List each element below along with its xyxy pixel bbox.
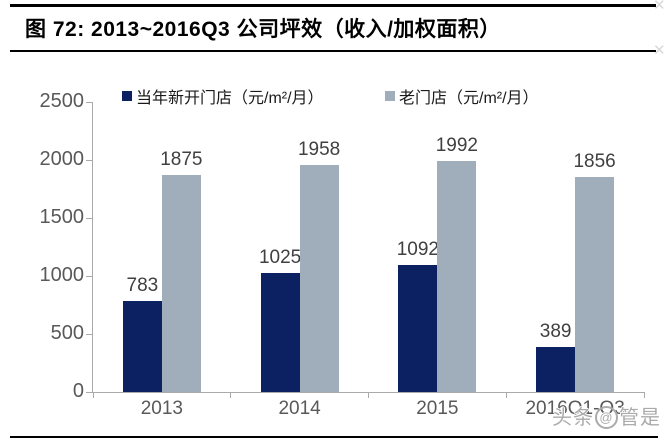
bottom-divider xyxy=(10,436,658,438)
bar-value-label: 783 xyxy=(126,275,159,297)
x-axis-tick xyxy=(643,392,645,398)
legend-item-new-stores: 当年新开门店（元/m²/月） xyxy=(122,84,324,108)
bar-old-store-2015 xyxy=(437,160,477,392)
x-axis-tick xyxy=(230,392,232,398)
figure-title: 图 72: 2013~2016Q3 公司坪效（收入/加权面积） xyxy=(25,18,501,41)
x-axis-tick xyxy=(505,392,507,398)
bar-old-store-2016Q1-Q3 xyxy=(575,176,615,392)
legend-label-old-stores: 老门店（元/m²/月） xyxy=(399,90,539,107)
legend-item-old-stores: 老门店（元/m²/月） xyxy=(385,84,539,108)
watermark-tile-mark: ✕ xyxy=(653,42,666,59)
y-axis-tick-label: 2500 xyxy=(39,90,85,112)
watermark-at-icon: @ xyxy=(595,406,618,429)
y-axis-tick xyxy=(86,217,93,219)
legend-swatch-new-stores xyxy=(122,91,132,101)
bar-value-label: 1875 xyxy=(160,148,203,170)
y-axis-tick xyxy=(86,333,93,335)
x-axis-tick xyxy=(92,392,94,398)
toutiao-watermark: 头条 @ 管是 xyxy=(552,401,661,430)
y-axis-tick-label: 2000 xyxy=(39,148,85,170)
y-axis-tick-label: 1500 xyxy=(39,206,85,228)
x-axis-tick xyxy=(368,392,369,398)
y-axis-tick xyxy=(86,159,93,161)
watermark-text-right: 管是 xyxy=(619,407,661,429)
y-axis-tick-label: 0 xyxy=(72,380,84,402)
bar-old-store-2013 xyxy=(161,174,201,392)
legend-label-new-stores: 当年新开门店（元/m²/月） xyxy=(136,90,324,107)
legend-swatch-old-stores xyxy=(385,91,395,101)
x-axis-category-label: 2015 xyxy=(416,398,459,419)
chart-legend: 当年新开门店（元/m²/月） 老门店（元/m²/月） xyxy=(0,84,667,107)
title-divider xyxy=(10,50,656,52)
x-axis-category-label: 2014 xyxy=(278,398,321,419)
bar-value-label: 1025 xyxy=(258,247,302,269)
y-axis-tick-label: 1000 xyxy=(39,264,85,286)
bar-old-store-2014 xyxy=(299,164,339,392)
bar-value-label: 1958 xyxy=(297,138,341,160)
y-axis-tick xyxy=(86,101,93,103)
bar-new-store-2016Q1-Q3 xyxy=(536,346,576,392)
watermark-text-left: 头条 xyxy=(552,407,594,429)
bar-value-label: 1092 xyxy=(396,239,440,261)
bar-value-label: 1856 xyxy=(573,150,616,172)
y-axis-tick xyxy=(86,391,93,393)
bar-value-label: 1992 xyxy=(435,134,479,156)
watermark-tile-mark: ✕ xyxy=(653,0,666,14)
bar-new-store-2014 xyxy=(260,273,300,392)
top-divider xyxy=(10,4,656,7)
y-axis-tick-label: 500 xyxy=(50,322,84,344)
bar-new-store-2015 xyxy=(398,265,438,392)
y-axis-tick xyxy=(86,275,93,277)
bar-new-store-2013 xyxy=(122,301,162,392)
bar-value-label: 389 xyxy=(539,320,572,342)
x-axis-category-label: 2013 xyxy=(140,398,184,419)
y-axis-line xyxy=(92,102,93,392)
